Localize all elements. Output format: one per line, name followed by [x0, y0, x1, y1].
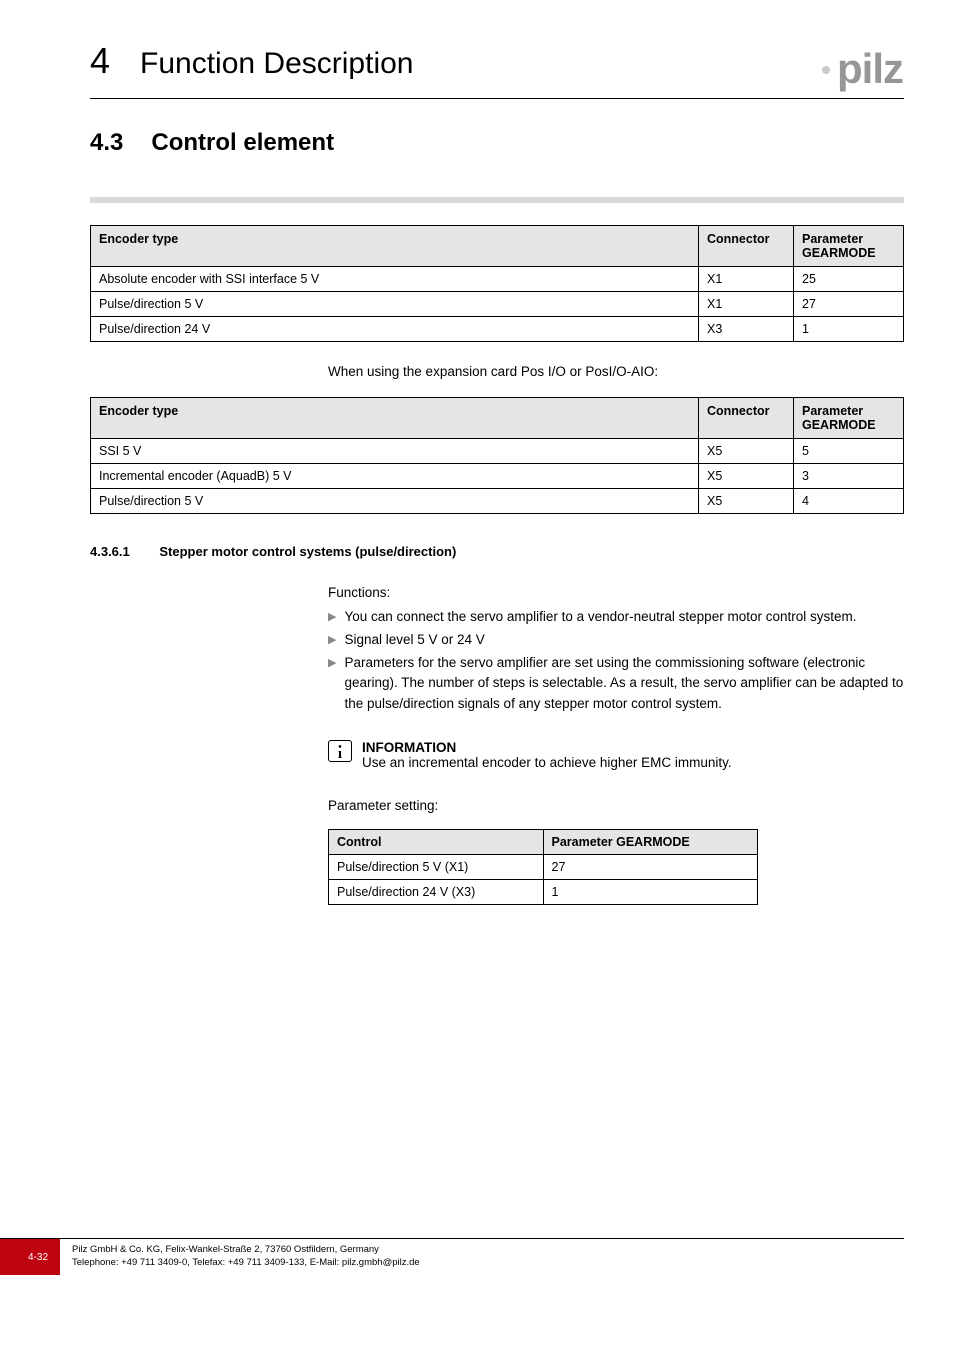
logo-text-l: l [872, 48, 882, 90]
table-row: Pulse/direction 24 V X3 1 [91, 317, 904, 342]
cell: 27 [543, 854, 758, 879]
table-row: SSI 5 V X5 5 [91, 439, 904, 464]
page-header: 4 Function Description p i l z [90, 40, 904, 99]
cell: 5 [794, 439, 904, 464]
table-header-row: Encoder type Connector Parameter GEARMOD… [91, 226, 904, 267]
page-footer: 4-32 Pilz GmbH & Co. KG, Felix-Wankel-St… [0, 1238, 904, 1275]
cell: 3 [794, 464, 904, 489]
parameter-table: Control Parameter GEARMODE Pulse/directi… [328, 829, 758, 905]
cell: SSI 5 V [91, 439, 699, 464]
cell: Pulse/direction 5 V [91, 292, 699, 317]
encoder-table-2: Encoder type Connector Parameter GEARMOD… [90, 397, 904, 514]
chapter-title: Function Description [140, 47, 413, 81]
bullet-arrow-icon: ▶ [328, 607, 336, 628]
table-row: Absolute encoder with SSI interface 5 V … [91, 267, 904, 292]
cell: Pulse/direction 24 V [91, 317, 699, 342]
cell: Pulse/direction 5 V (X1) [329, 854, 544, 879]
table-header-row: Control Parameter GEARMODE [329, 829, 758, 854]
header-left: 4 Function Description [90, 40, 414, 82]
col-control: Control [329, 829, 544, 854]
cell: X1 [699, 267, 794, 292]
functions-label: Functions: [328, 583, 904, 603]
section-number: 4.3 [90, 129, 123, 157]
cell: X5 [699, 439, 794, 464]
mid-note: When using the expansion card Pos I/O or… [328, 364, 904, 379]
cell: X5 [699, 464, 794, 489]
table-header-row: Encoder type Connector Parameter GEARMOD… [91, 398, 904, 439]
cell: Pulse/direction 24 V (X3) [329, 879, 544, 904]
parameter-setting-label: Parameter setting: [328, 798, 904, 813]
information-title: INFORMATION [362, 740, 732, 755]
table-row: Pulse/direction 24 V (X3) 1 [329, 879, 758, 904]
information-icon: • ı [328, 740, 352, 762]
list-item: ▶ Signal level 5 V or 24 V [328, 630, 904, 651]
accent-bar [90, 197, 904, 203]
table-row: Pulse/direction 5 V X1 27 [91, 292, 904, 317]
brand-logo: p i l z [822, 48, 904, 90]
cell: Absolute encoder with SSI interface 5 V [91, 267, 699, 292]
footer-line-1: Pilz GmbH & Co. KG, Felix-Wankel-Straße … [72, 1244, 420, 1257]
cell: X1 [699, 292, 794, 317]
subsection-heading: 4.3.6.1 Stepper motor control systems (p… [90, 544, 904, 559]
chapter-number: 4 [90, 40, 110, 82]
encoder-table-1: Encoder type Connector Parameter GEARMOD… [90, 225, 904, 342]
information-body: Use an incremental encoder to achieve hi… [362, 755, 732, 770]
bullet-arrow-icon: ▶ [328, 653, 336, 714]
table-row: Pulse/direction 5 V X5 4 [91, 489, 904, 514]
list-item: ▶ You can connect the servo amplifier to… [328, 607, 904, 628]
information-text: INFORMATION Use an incremental encoder t… [362, 740, 732, 770]
logo-text-i: i [862, 48, 872, 90]
cell: Incremental encoder (AquadB) 5 V [91, 464, 699, 489]
list-item: ▶ Parameters for the servo amplifier are… [328, 653, 904, 714]
cell: Pulse/direction 5 V [91, 489, 699, 514]
col-parameter: Parameter GEARMODE [794, 398, 904, 439]
logo-text: p [837, 48, 861, 90]
bullet-text: You can connect the servo amplifier to a… [344, 607, 856, 628]
col-parameter: Parameter GEARMODE [794, 226, 904, 267]
cell: X3 [699, 317, 794, 342]
cell: 4 [794, 489, 904, 514]
col-encoder-type: Encoder type [91, 226, 699, 267]
cell: 1 [794, 317, 904, 342]
subsection-number: 4.3.6.1 [90, 544, 130, 559]
logo-dot-icon [822, 66, 830, 74]
table-row: Incremental encoder (AquadB) 5 V X5 3 [91, 464, 904, 489]
cell: 25 [794, 267, 904, 292]
page-number-badge: 4-32 [0, 1239, 60, 1275]
bullet-text: Signal level 5 V or 24 V [344, 630, 484, 651]
col-connector: Connector [699, 226, 794, 267]
section-heading: 4.3 Control element [90, 129, 904, 157]
col-encoder-type: Encoder type [91, 398, 699, 439]
information-block: • ı INFORMATION Use an incremental encod… [328, 740, 904, 770]
col-parameter: Parameter GEARMODE [543, 829, 758, 854]
footer-text: Pilz GmbH & Co. KG, Felix-Wankel-Straße … [60, 1239, 420, 1275]
section-title: Control element [151, 129, 334, 157]
bullet-text: Parameters for the servo amplifier are s… [344, 653, 904, 714]
cell: 27 [794, 292, 904, 317]
logo-text-z: z [883, 48, 904, 90]
footer-line-2: Telephone: +49 711 3409-0, Telefax: +49 … [72, 1257, 420, 1270]
subsection-title: Stepper motor control systems (pulse/dir… [159, 544, 456, 559]
col-connector: Connector [699, 398, 794, 439]
bullet-arrow-icon: ▶ [328, 630, 336, 651]
table-row: Pulse/direction 5 V (X1) 27 [329, 854, 758, 879]
cell: X5 [699, 489, 794, 514]
cell: 1 [543, 879, 758, 904]
functions-block: Functions: ▶ You can connect the servo a… [328, 583, 904, 714]
